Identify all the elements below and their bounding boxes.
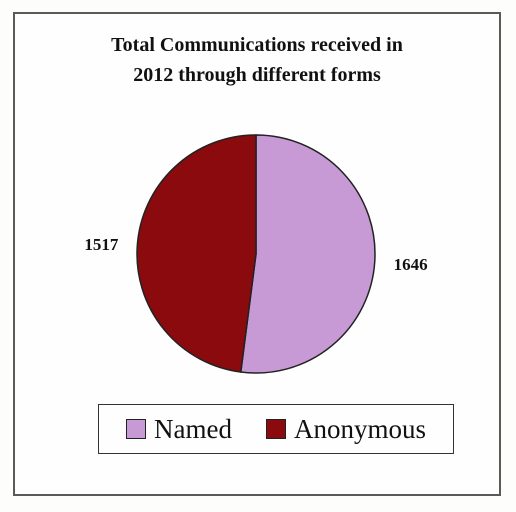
legend: Named Anonymous — [98, 404, 454, 454]
legend-swatch-named — [126, 419, 146, 439]
legend-label-anonymous: Anonymous — [293, 413, 426, 444]
chart-title-line-1: Total Communications received in — [111, 34, 403, 56]
data-label-anonymous: 1517 — [84, 235, 119, 254]
legend-item-anonymous: Anonymous — [265, 413, 426, 445]
pie-slice-named — [239, 134, 376, 374]
legend-label-named: Named — [154, 413, 232, 444]
chart-title-line-2: 2012 through different forms — [133, 64, 381, 86]
legend-item-named: Named — [126, 414, 232, 445]
chart-title: Total Communications received in 2012 th… — [13, 30, 501, 90]
data-label-named: 1646 — [394, 255, 428, 274]
pie-slice-anonymous — [136, 134, 257, 373]
pie-chart: 1646 1517 — [84, 134, 428, 374]
legend-swatch-anonymous — [265, 419, 286, 439]
